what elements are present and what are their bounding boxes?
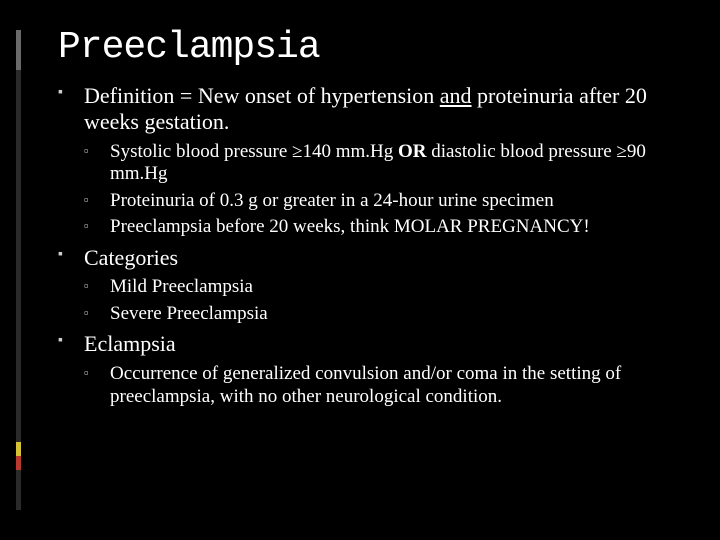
text-segment: Categories: [84, 245, 178, 270]
slide-content: Preeclampsia Definition = New onset of h…: [58, 26, 698, 414]
text-segment: Definition = New onset of hypertension: [84, 83, 440, 108]
left-accent-bar: [16, 30, 21, 510]
slide-title: Preeclampsia: [58, 26, 698, 69]
accent-dark-bottom: [16, 470, 21, 510]
sub-bullet-list: Systolic blood pressure ≥140 mm.Hg OR di…: [84, 141, 698, 239]
accent-dark: [16, 70, 21, 442]
text-underline: and: [440, 83, 472, 108]
sub-bullet-list: Occurrence of generalized convulsion and…: [84, 363, 698, 408]
sub-bullet: Mild Preeclampsia: [84, 276, 698, 298]
bullet-definition: Definition = New onset of hypertension a…: [58, 83, 698, 239]
accent-gray: [16, 30, 21, 70]
sub-bullet: Systolic blood pressure ≥140 mm.Hg OR di…: [84, 141, 698, 186]
accent-yellow: [16, 442, 21, 456]
sub-bullet: Severe Preeclampsia: [84, 303, 698, 325]
sub-bullet-list: Mild Preeclampsia Severe Preeclampsia: [84, 276, 698, 325]
text-segment: Eclampsia: [84, 331, 176, 356]
text-segment: Systolic blood pressure ≥140 mm.Hg: [110, 141, 398, 162]
sub-bullet: Preeclampsia before 20 weeks, think MOLA…: [84, 216, 698, 238]
bullet-categories: Categories Mild Preeclampsia Severe Pree…: [58, 245, 698, 326]
text-bold: OR: [398, 141, 427, 162]
accent-red: [16, 456, 21, 470]
sub-bullet: Proteinuria of 0.3 g or greater in a 24-…: [84, 190, 698, 212]
bullet-eclampsia: Eclampsia Occurrence of generalized conv…: [58, 331, 698, 408]
bullet-list: Definition = New onset of hypertension a…: [58, 83, 698, 408]
sub-bullet: Occurrence of generalized convulsion and…: [84, 363, 698, 408]
